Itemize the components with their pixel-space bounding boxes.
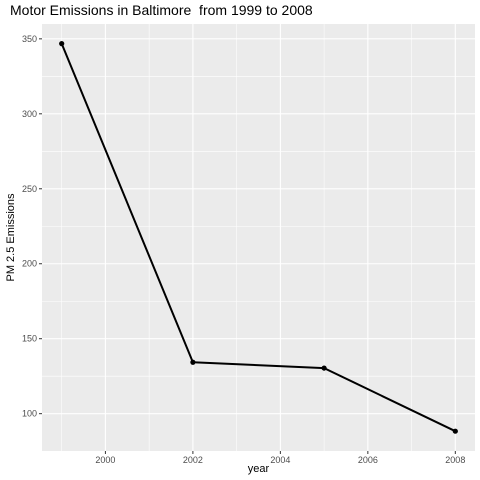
y-tick-label: 300 bbox=[22, 109, 37, 119]
data-point bbox=[190, 359, 196, 365]
x-tick-label: 2004 bbox=[270, 455, 290, 465]
x-tick-label: 2002 bbox=[183, 455, 203, 465]
y-axis-title: PM 2.5 Emissions bbox=[5, 193, 17, 282]
minor-grid bbox=[42, 24, 475, 451]
x-tick-label: 2008 bbox=[445, 455, 465, 465]
data-point bbox=[452, 428, 458, 434]
x-tick-label: 2006 bbox=[358, 455, 378, 465]
data-point bbox=[321, 365, 327, 371]
data-point bbox=[59, 41, 65, 47]
series-layer bbox=[59, 41, 458, 434]
chart-title: Motor Emissions in Baltimore from 1999 t… bbox=[10, 2, 313, 18]
major-grid bbox=[42, 24, 475, 451]
y-tick-label: 350 bbox=[22, 34, 37, 44]
y-tick-label: 200 bbox=[22, 259, 37, 269]
y-tick-label: 150 bbox=[22, 334, 37, 344]
series-line bbox=[60, 43, 456, 433]
y-tick-label: 100 bbox=[22, 409, 37, 419]
plot-panel bbox=[42, 24, 475, 451]
x-tick-label: 2000 bbox=[95, 455, 115, 465]
y-axis: 100 150 200 250 300 350 bbox=[22, 34, 42, 419]
y-tick-label: 250 bbox=[22, 184, 37, 194]
x-axis: 2000 2002 2004 2006 2008 bbox=[95, 451, 465, 465]
x-axis-title: year bbox=[248, 463, 270, 475]
